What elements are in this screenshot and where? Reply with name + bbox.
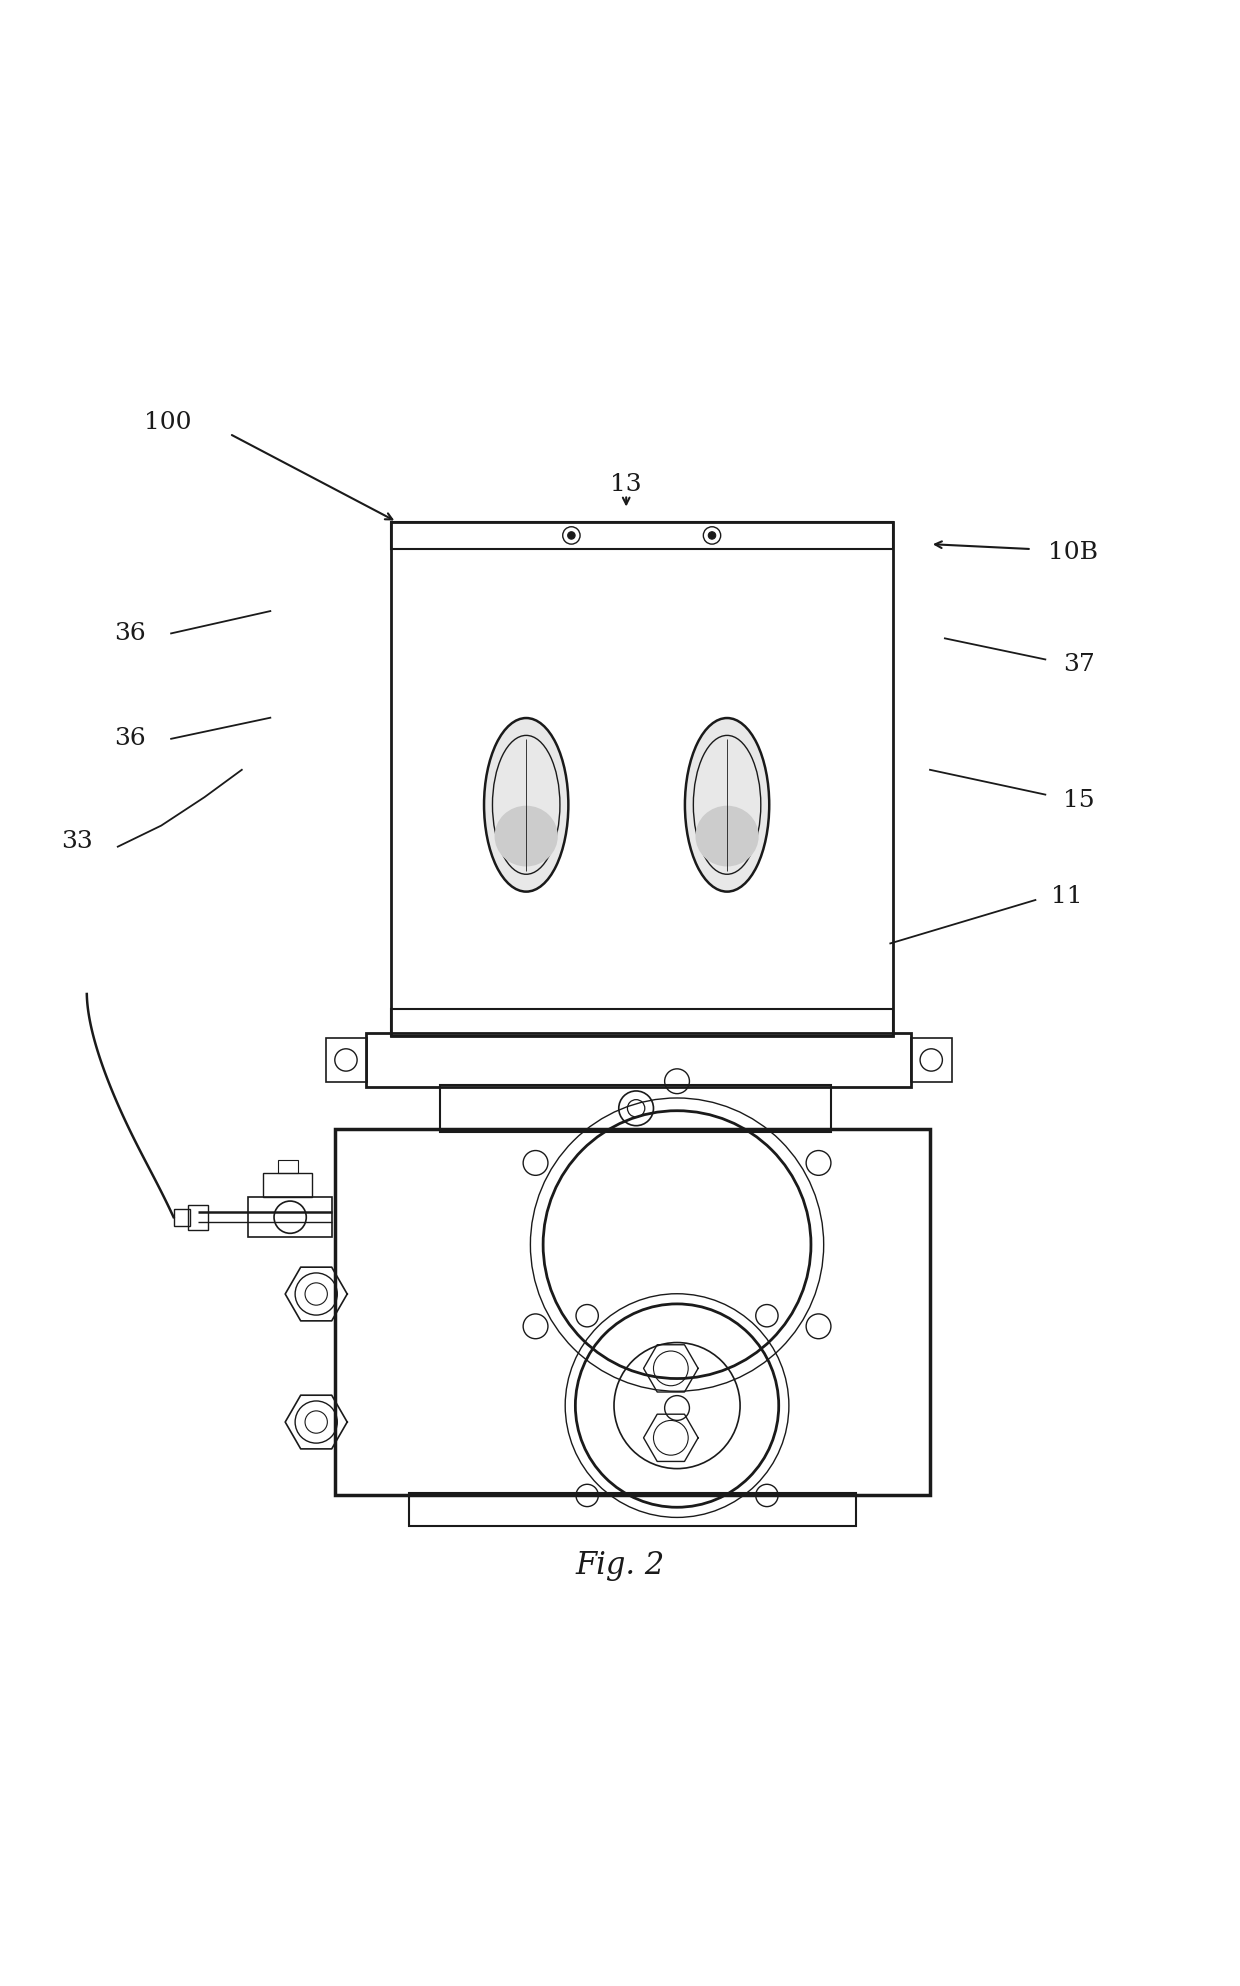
Text: 36: 36 xyxy=(114,727,146,751)
Bar xyxy=(335,1130,930,1495)
Bar xyxy=(391,1009,893,1037)
Circle shape xyxy=(568,532,575,538)
Bar xyxy=(409,1493,856,1525)
Bar xyxy=(391,522,893,1037)
Bar xyxy=(391,522,893,548)
Text: 100: 100 xyxy=(144,411,191,435)
Text: 11: 11 xyxy=(1050,886,1083,908)
Ellipse shape xyxy=(484,719,568,892)
Text: Fig. 2: Fig. 2 xyxy=(575,1551,665,1581)
Circle shape xyxy=(708,532,715,538)
Bar xyxy=(440,1084,831,1132)
Text: 33: 33 xyxy=(61,830,93,854)
Text: 36: 36 xyxy=(114,622,146,645)
Bar xyxy=(366,1033,911,1086)
Bar xyxy=(174,1209,190,1225)
Bar xyxy=(248,1198,332,1237)
Ellipse shape xyxy=(684,719,769,892)
Bar xyxy=(263,1172,312,1198)
Ellipse shape xyxy=(696,806,759,866)
Bar xyxy=(188,1206,208,1229)
Ellipse shape xyxy=(495,806,558,866)
Bar xyxy=(278,1160,298,1172)
Text: 37: 37 xyxy=(1063,653,1095,675)
Text: 15: 15 xyxy=(1063,788,1095,812)
Text: 13: 13 xyxy=(610,473,642,496)
Bar xyxy=(911,1039,952,1082)
Text: 10B: 10B xyxy=(1048,542,1097,564)
Bar xyxy=(326,1039,367,1082)
